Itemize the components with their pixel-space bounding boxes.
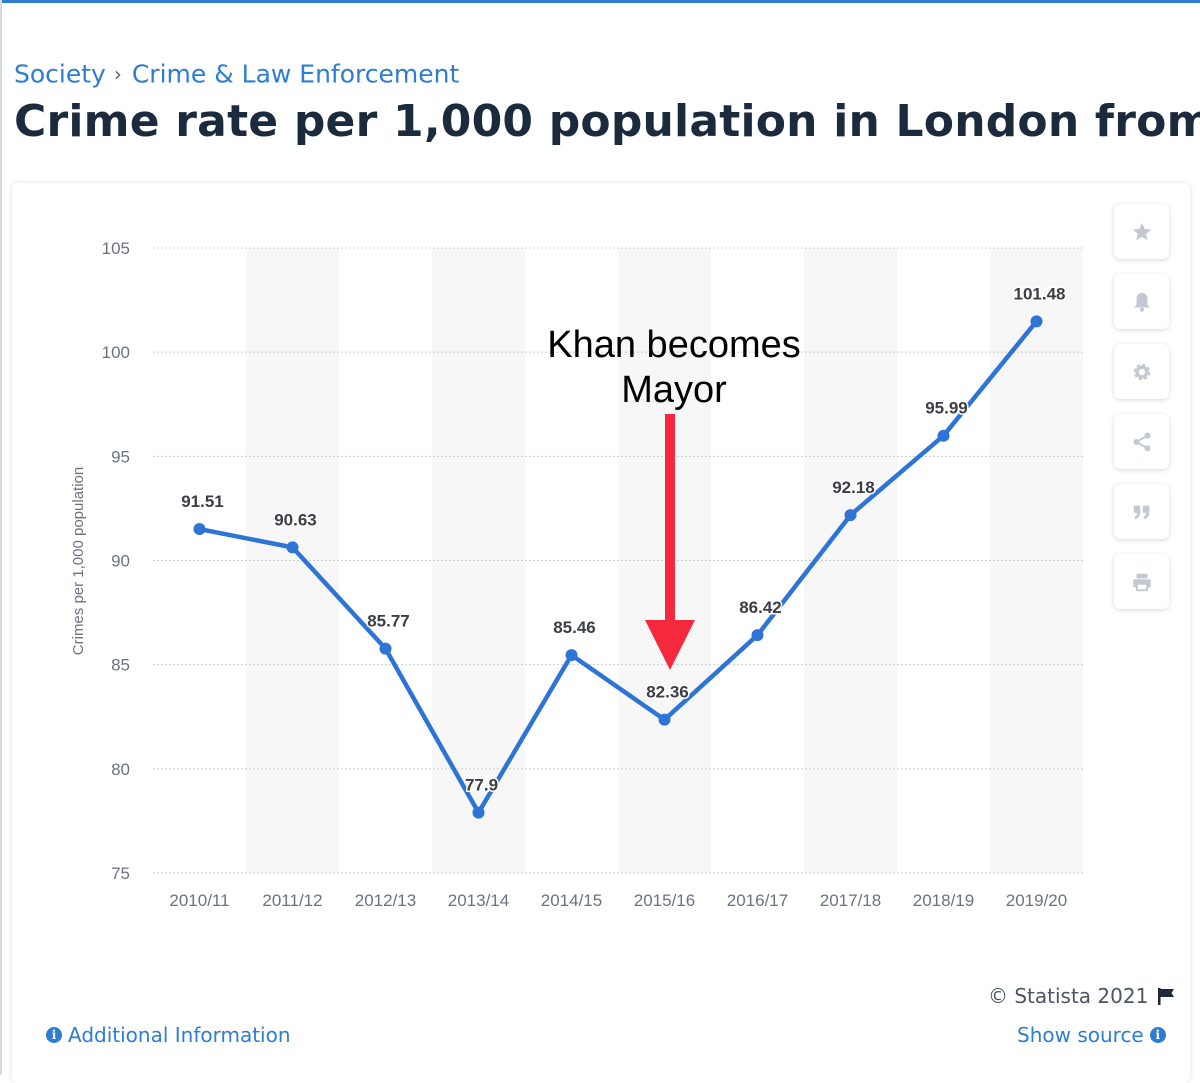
y-tick-label: 105 bbox=[102, 239, 130, 258]
data-point bbox=[286, 541, 299, 554]
additional-information-label: Additional Information bbox=[68, 1023, 291, 1047]
x-tick-label: 2015/16 bbox=[634, 891, 695, 910]
share-button[interactable] bbox=[1114, 414, 1169, 469]
data-label: 82.36 bbox=[646, 683, 689, 702]
print-icon bbox=[1132, 573, 1151, 591]
y-tick-label: 100 bbox=[102, 343, 130, 362]
show-source-link[interactable]: Show source i bbox=[1017, 1023, 1166, 1047]
info-icon: i bbox=[46, 1027, 62, 1043]
bell-icon bbox=[1133, 292, 1150, 312]
notifications-button[interactable] bbox=[1114, 274, 1169, 329]
data-point bbox=[937, 429, 950, 442]
y-tick-label: 95 bbox=[111, 447, 130, 466]
data-point bbox=[565, 649, 578, 662]
series-line bbox=[197, 319, 1039, 815]
x-tick-label: 2013/14 bbox=[448, 891, 509, 910]
x-tick-label: 2017/18 bbox=[820, 891, 881, 910]
left-border bbox=[0, 0, 2, 1075]
show-source-label: Show source bbox=[1017, 1023, 1144, 1047]
star-icon bbox=[1132, 222, 1151, 240]
annotation-arrow-head bbox=[645, 620, 695, 670]
copyright-notice: © Statista 2021 bbox=[988, 984, 1176, 1008]
x-tick-label: 2014/15 bbox=[541, 891, 602, 910]
data-point bbox=[751, 629, 764, 642]
settings-button[interactable] bbox=[1114, 344, 1169, 399]
data-point bbox=[1030, 315, 1043, 328]
y-tick-label: 80 bbox=[111, 760, 130, 779]
annotation-text-line2: Mayor bbox=[621, 369, 727, 411]
flag-icon[interactable] bbox=[1156, 986, 1176, 1006]
x-tick-label: 2019/20 bbox=[1006, 891, 1067, 910]
info-icon: i bbox=[1149, 1027, 1166, 1043]
copyright-text: © Statista 2021 bbox=[988, 984, 1149, 1008]
data-label: 77.9 bbox=[465, 776, 498, 795]
data-point bbox=[658, 713, 671, 726]
breadcrumb-item-crime-law[interactable]: Crime & Law Enforcement bbox=[131, 59, 460, 89]
gear-icon bbox=[1133, 363, 1150, 380]
x-tick-label: 2018/19 bbox=[913, 891, 974, 910]
share-icon bbox=[1132, 432, 1151, 451]
data-point bbox=[844, 509, 857, 522]
y-tick-label: 85 bbox=[111, 656, 130, 675]
data-label: 85.77 bbox=[367, 612, 410, 631]
x-tick-label: 2012/13 bbox=[355, 891, 416, 910]
quote-icon bbox=[1133, 505, 1149, 519]
y-tick-label: 90 bbox=[111, 552, 130, 571]
additional-information-link[interactable]: i Additional Information bbox=[46, 1023, 291, 1047]
x-tick-label: 2016/17 bbox=[727, 891, 788, 910]
x-tick-label: 2010/11 bbox=[169, 891, 229, 910]
data-label: 86.42 bbox=[739, 598, 782, 617]
data-label: 95.99 bbox=[925, 399, 968, 418]
data-label: 91.51 bbox=[181, 492, 224, 511]
cite-button[interactable] bbox=[1114, 484, 1169, 539]
breadcrumb-separator: › bbox=[113, 62, 122, 86]
favorite-button[interactable] bbox=[1114, 204, 1169, 259]
y-axis-label: Crimes per 1,000 population bbox=[70, 467, 87, 655]
y-tick-label: 75 bbox=[111, 864, 130, 883]
breadcrumb: Society › Crime & Law Enforcement bbox=[14, 58, 459, 89]
x-tick-label: 2011/12 bbox=[262, 891, 322, 910]
print-button[interactable] bbox=[1114, 554, 1169, 609]
data-label: 101.48 bbox=[1014, 284, 1066, 303]
data-point bbox=[193, 523, 206, 536]
data-label: 90.63 bbox=[274, 510, 317, 529]
annotation-text-line1: Khan becomes bbox=[547, 324, 801, 366]
data-label: 85.46 bbox=[553, 618, 596, 637]
data-label: 92.18 bbox=[832, 478, 875, 497]
breadcrumb-item-society[interactable]: Society bbox=[14, 59, 106, 89]
page-title: Crime rate per 1,000 population in Londo… bbox=[14, 96, 1200, 147]
data-point bbox=[379, 642, 392, 655]
data-point bbox=[472, 806, 485, 819]
top-accent-border bbox=[0, 0, 1200, 3]
